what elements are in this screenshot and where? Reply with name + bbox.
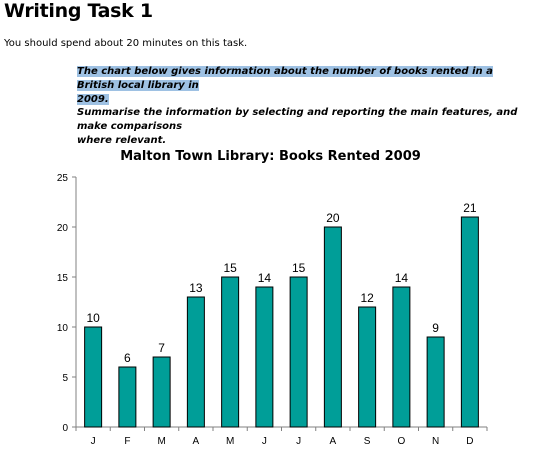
bar-value-label: 10: [86, 311, 100, 325]
task-prompt: The chart below gives information about …: [77, 65, 532, 107]
task-prompt-line2: 2009.: [77, 94, 109, 105]
bar-value-label: 12: [360, 291, 374, 305]
bar: [460, 216, 479, 428]
bar: [323, 226, 342, 428]
bar-value-label: 15: [223, 261, 237, 275]
x-tick-label: S: [364, 436, 371, 447]
task-instruction-line1: Summarise the information by selecting a…: [77, 107, 518, 132]
task-instruction: Summarise the information by selecting a…: [77, 106, 532, 148]
y-tick-label: 15: [57, 273, 69, 284]
bar: [118, 366, 137, 428]
x-tick-label: M: [157, 436, 165, 447]
x-tick-label: J: [91, 436, 96, 447]
x-tick-label: A: [330, 436, 337, 447]
y-tick-label: 25: [57, 173, 69, 184]
x-tick-label: N: [432, 436, 439, 447]
bar: [392, 286, 411, 428]
x-tick-label: J: [262, 436, 267, 447]
chart-title: Malton Town Library: Books Rented 2009: [120, 149, 421, 164]
bar: [255, 286, 274, 428]
bar-value-label: 14: [395, 271, 409, 285]
bar-value-label: 13: [189, 281, 203, 295]
y-tick-label: 20: [57, 223, 69, 234]
bar: [84, 326, 103, 428]
bar-value-label: 9: [432, 321, 439, 335]
page-title: Writing Task 1: [4, 0, 153, 22]
bar: [186, 296, 205, 428]
y-tick-label: 0: [62, 423, 68, 434]
y-tick-label: 10: [57, 323, 69, 334]
bar: [152, 356, 171, 428]
x-tick-label: D: [466, 436, 473, 447]
bar: [289, 276, 308, 428]
bar: [426, 336, 445, 428]
task-instruction-line2: where relevant.: [77, 135, 167, 146]
x-tick-label: O: [397, 436, 405, 447]
bar-value-label: 14: [258, 271, 272, 285]
x-tick-label: M: [226, 436, 234, 447]
time-instruction: You should spend about 20 minutes on thi…: [4, 38, 248, 49]
bar-value-label: 15: [292, 261, 306, 275]
bar-value-label: 20: [326, 211, 340, 225]
x-tick-label: F: [124, 436, 130, 447]
x-tick-label: J: [296, 436, 301, 447]
bar-value-label: 7: [158, 341, 165, 355]
x-tick-label: A: [193, 436, 200, 447]
bar-value-label: 21: [463, 201, 477, 215]
bar: [358, 306, 377, 428]
bar: [221, 276, 240, 428]
bar-value-label: 6: [124, 351, 131, 365]
y-tick-label: 5: [62, 373, 68, 384]
